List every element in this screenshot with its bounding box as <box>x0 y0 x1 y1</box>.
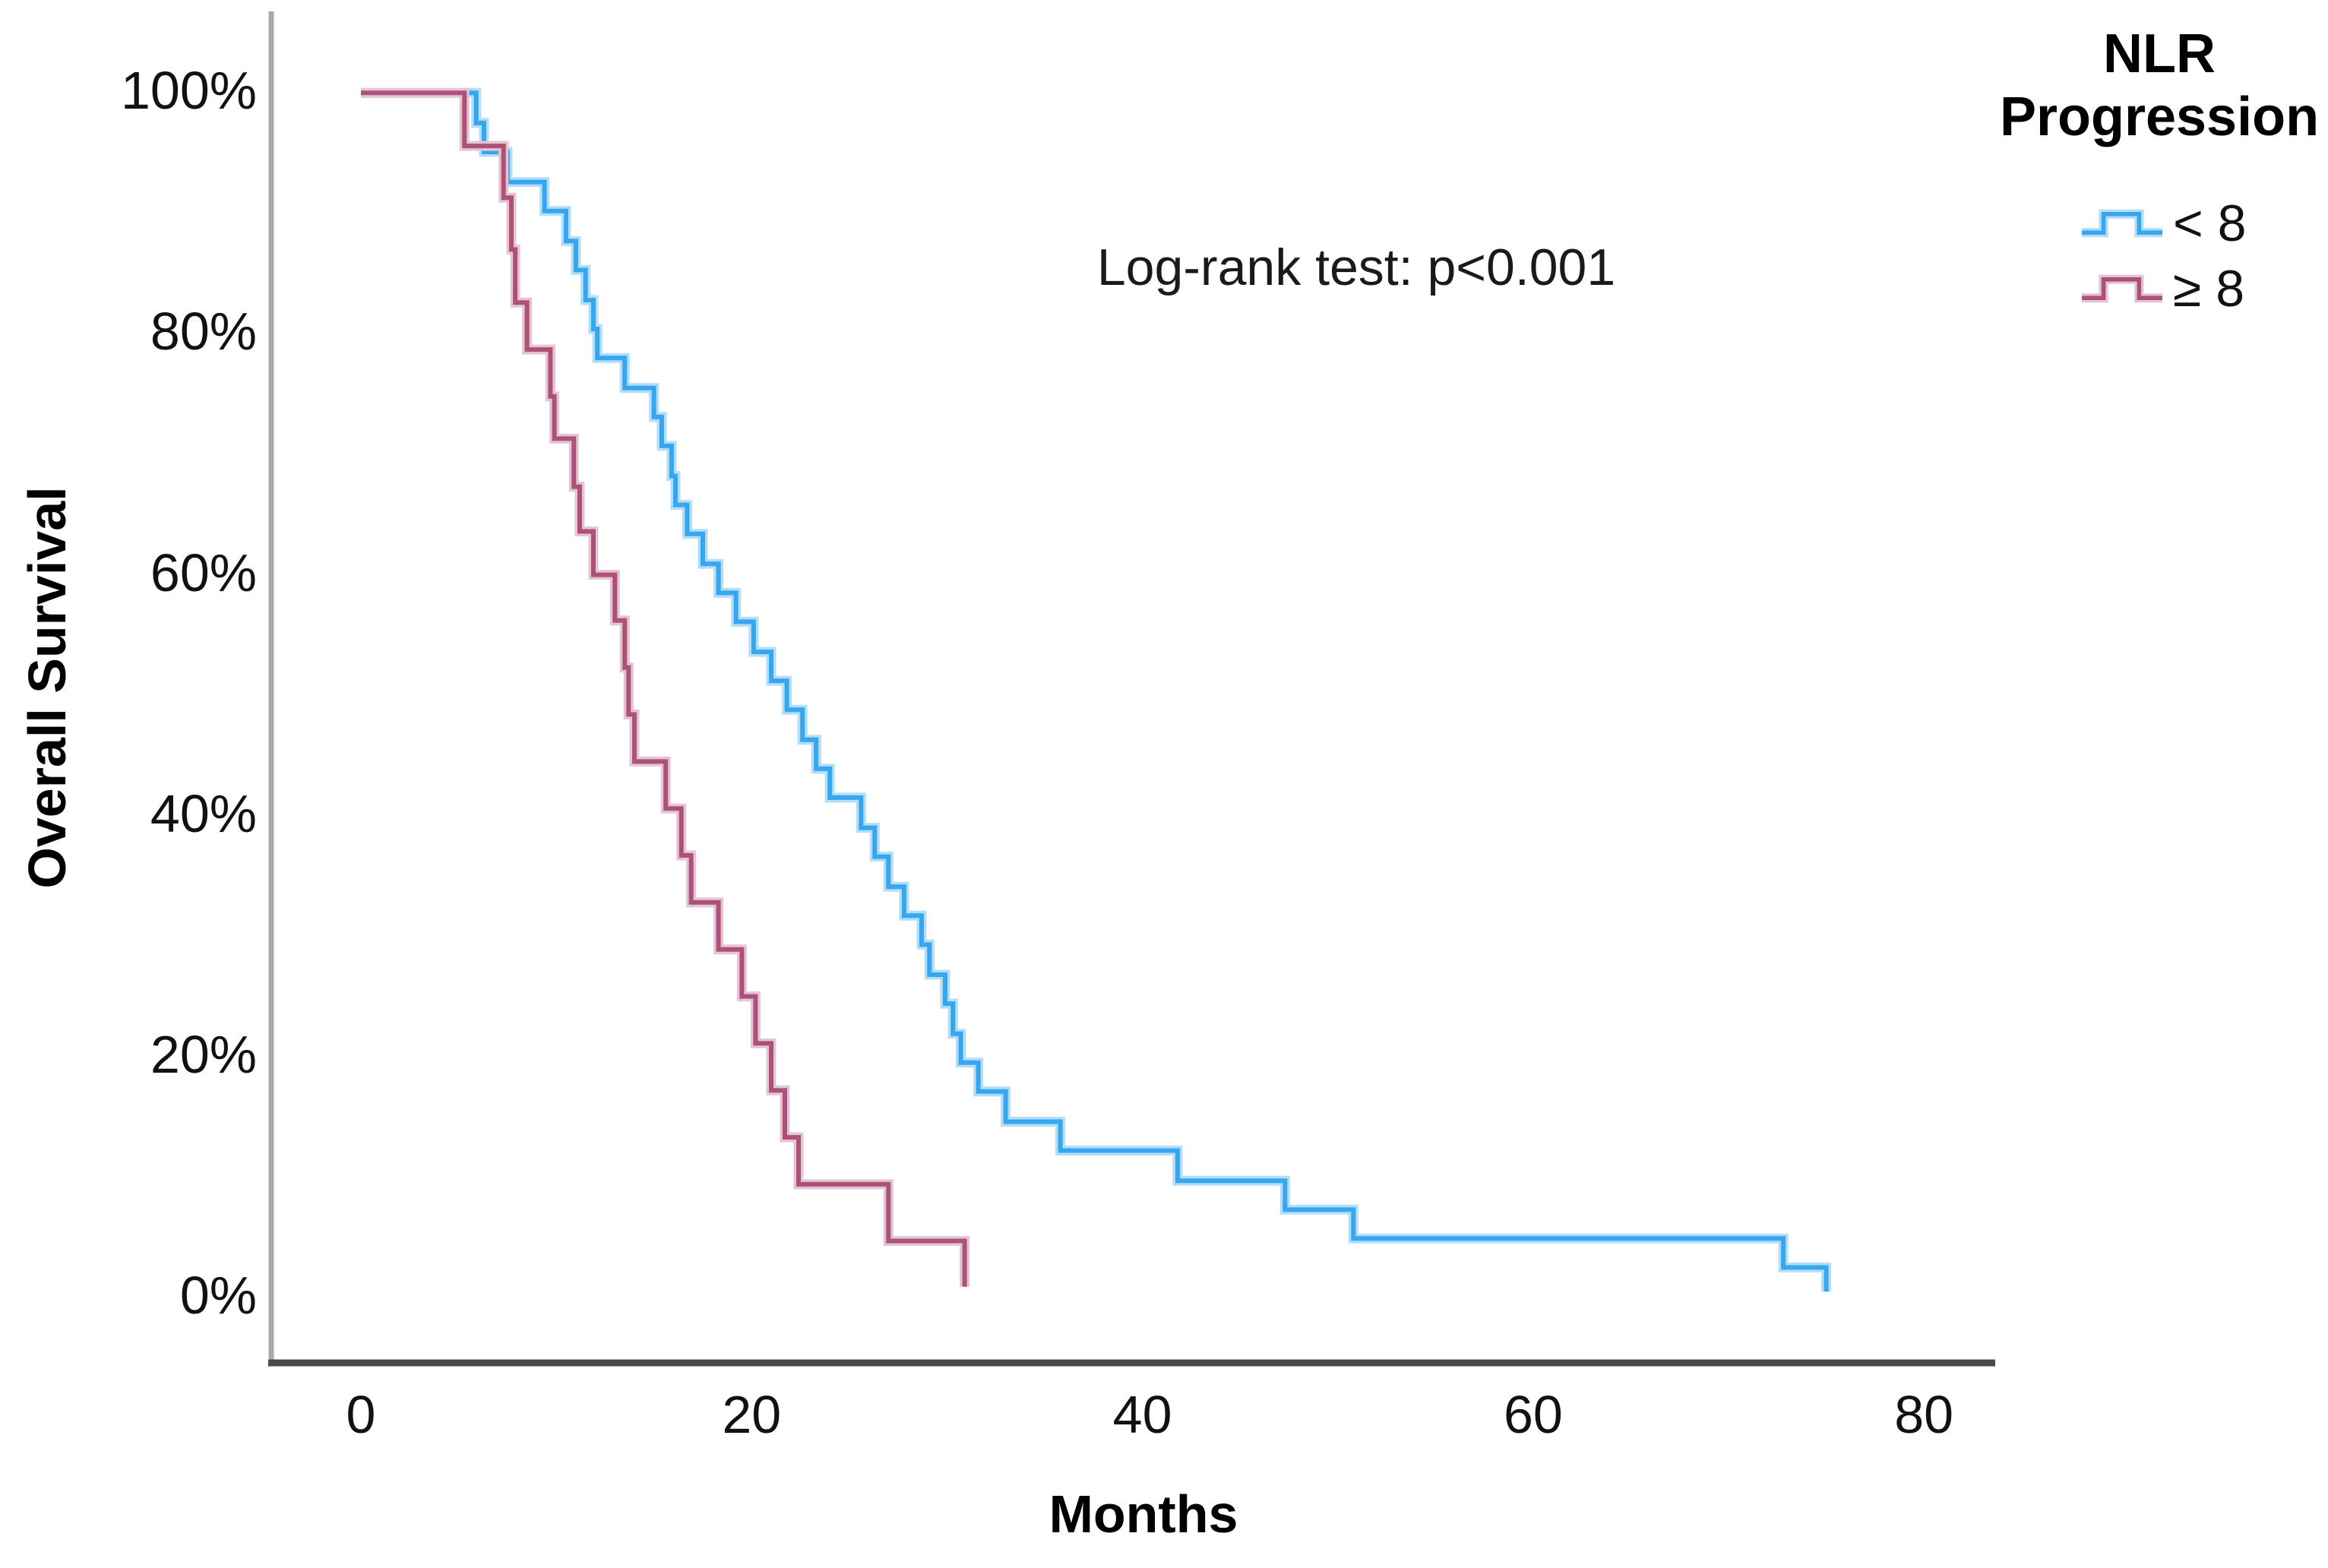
y-tick-0: 0% <box>179 1265 257 1325</box>
legend-label-ge8: ≥ 8 <box>2173 259 2245 318</box>
legend-title-line2: Progression <box>1999 86 2320 147</box>
legend-entry-lt8: < 8 <box>1991 191 2328 256</box>
x-tick-20: 20 <box>722 1385 782 1444</box>
x-tick-60: 60 <box>1503 1385 1563 1444</box>
x-tick-40: 40 <box>1112 1385 1172 1444</box>
x-tick-0: 0 <box>346 1385 376 1444</box>
y-axis-title: Overall Survival <box>17 486 77 889</box>
legend-label-lt8: < 8 <box>2173 194 2247 252</box>
x-axis-title: Months <box>1049 1484 1238 1544</box>
legend-entries: < 8 ≥ 8 <box>1991 191 2328 321</box>
step-line-icon-ge8 <box>2082 274 2162 302</box>
survival-curves <box>361 87 1832 1292</box>
legend-title: NLR Progression <box>1991 23 2328 149</box>
legend: NLR Progression < 8 ≥ 8 <box>1991 23 2328 321</box>
y-tick-40: 40% <box>150 783 257 843</box>
legend-title-line1: NLR <box>2103 24 2216 84</box>
x-tick-80: 80 <box>1894 1385 1954 1444</box>
logrank-annotation: Log-rank test: p<0.001 <box>1096 239 1616 296</box>
step-line-icon-lt8 <box>2082 209 2162 237</box>
y-tick-60: 60% <box>150 542 257 602</box>
y-tick-80: 80% <box>150 302 257 362</box>
y-tick-20: 20% <box>150 1024 257 1084</box>
y-tick-100: 100% <box>120 61 257 121</box>
legend-entry-ge8: ≥ 8 <box>1991 256 2328 321</box>
